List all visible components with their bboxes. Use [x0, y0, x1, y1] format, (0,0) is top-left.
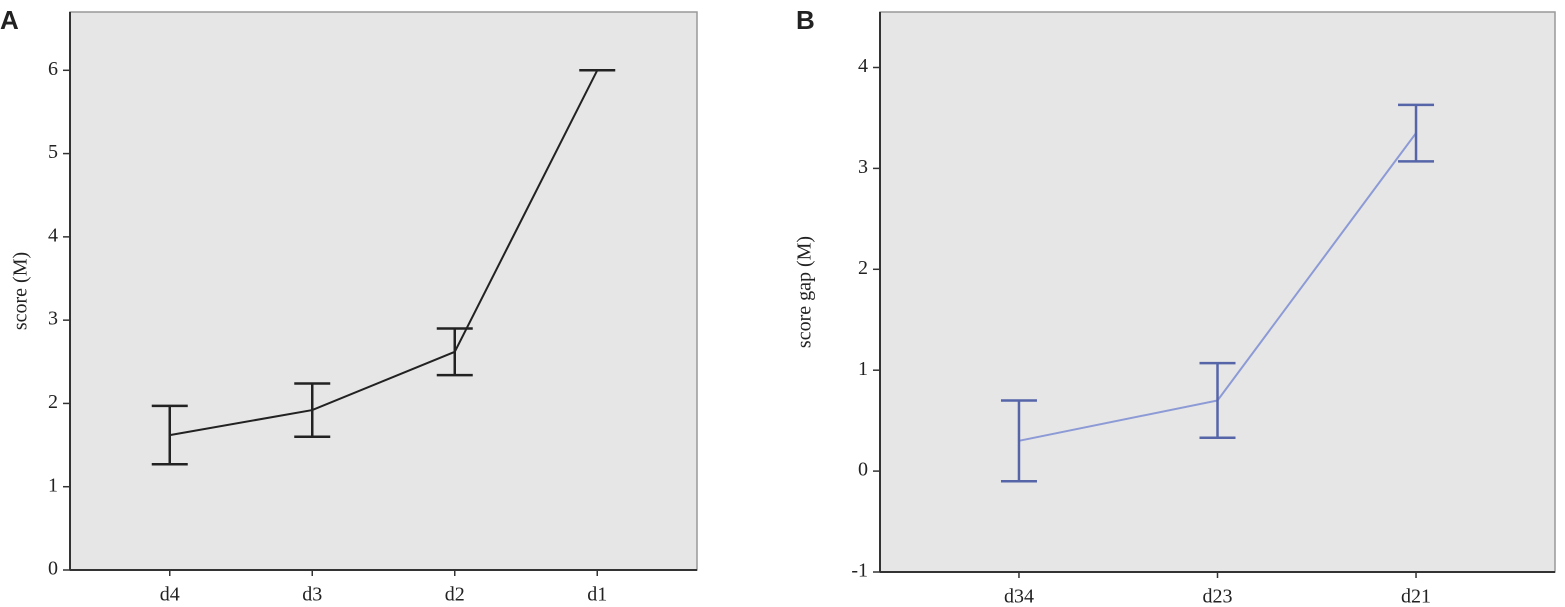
- y-axis-label: score gap (M): [794, 236, 816, 348]
- error-bar: [151, 404, 188, 466]
- x-tick-label: d23: [1203, 586, 1233, 607]
- y-tick-label: 2: [48, 391, 58, 413]
- error-bar: [1000, 399, 1037, 483]
- plot-area: [879, 11, 1556, 573]
- y-tick-label: 0: [858, 459, 868, 481]
- x-tick-label: d21: [1401, 586, 1431, 607]
- x-tick-label: d1: [587, 584, 607, 606]
- y-tick-label: 5: [48, 141, 58, 163]
- error-bar: [1199, 361, 1236, 440]
- y-tick-label: 1: [858, 358, 868, 380]
- y-tick-label: -1: [851, 560, 868, 582]
- y-tick-label: 0: [48, 558, 58, 580]
- y-tick-label: 2: [858, 257, 868, 279]
- y-tick-label: 3: [48, 308, 58, 330]
- y-axis-label: score (M): [10, 252, 32, 330]
- data-line: [169, 69, 599, 437]
- panel-label: B: [796, 5, 815, 35]
- y-tick-label: 6: [48, 58, 58, 80]
- y-tick-label: 4: [48, 224, 58, 246]
- error-bar: [1398, 103, 1435, 163]
- plot-area: [69, 11, 698, 571]
- y-tick-label: 3: [858, 156, 868, 178]
- panel-label: A: [0, 5, 19, 35]
- x-tick-label: d34: [1004, 586, 1034, 607]
- y-tick-label: 1: [48, 474, 58, 496]
- x-tick-label: d3: [302, 584, 322, 606]
- x-tick-label: d2: [445, 584, 465, 606]
- x-tick-label: d4: [160, 584, 180, 606]
- error-bar: [294, 382, 331, 438]
- error-bar: [436, 327, 473, 377]
- y-tick-label: 4: [858, 55, 868, 77]
